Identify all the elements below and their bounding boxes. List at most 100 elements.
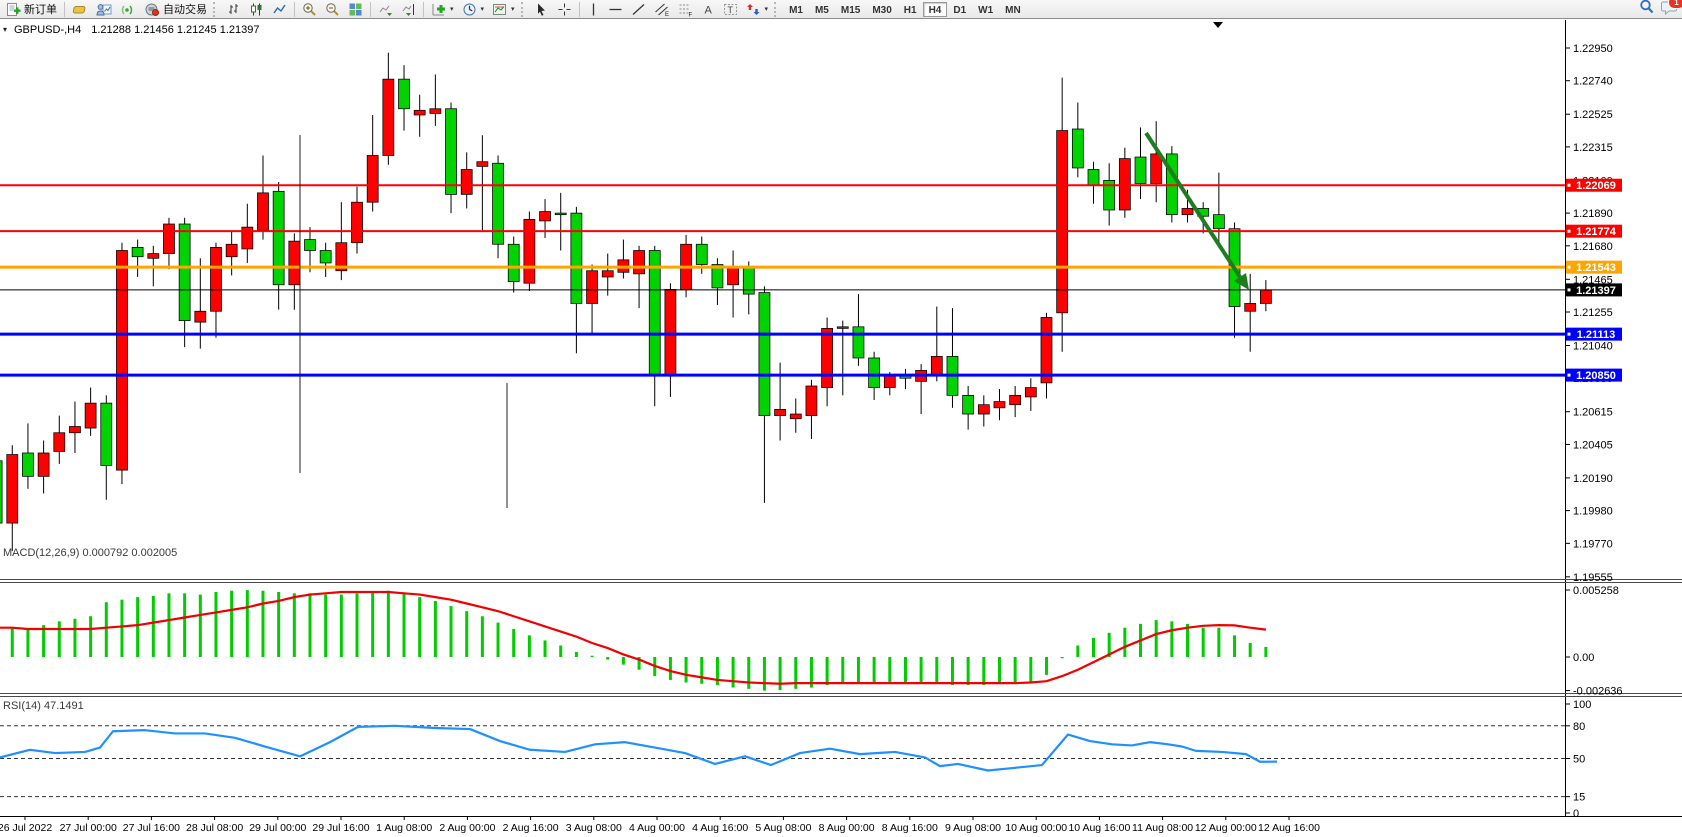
tf-button-m30[interactable]: M30 xyxy=(866,2,897,17)
gold-icon xyxy=(72,2,88,17)
time-axis-label: 2 Aug 00:00 xyxy=(439,822,495,834)
profile-button[interactable] xyxy=(92,1,116,18)
text-label-button[interactable]: T xyxy=(719,1,742,18)
time-axis-label: 4 Aug 16:00 xyxy=(692,822,748,834)
chart-title: GBPUSD-,H4 1.21288 1.21456 1.21245 1.2139… xyxy=(14,24,259,36)
candle-body xyxy=(1181,208,1194,216)
chart-shift-marker-icon[interactable] xyxy=(1213,22,1223,28)
price-tag-label: 1.21774 xyxy=(1576,226,1617,238)
trendline-button[interactable] xyxy=(627,1,650,18)
toolbar-grip[interactable] xyxy=(520,1,528,17)
price-tag-label: 1.21113 xyxy=(1577,329,1616,341)
arrows-button[interactable]: ▾ xyxy=(742,1,773,18)
macd-indicator-label: MACD(12,26,9) 0.000792 0.002005 xyxy=(3,547,178,559)
chat-button[interactable]: 1 xyxy=(1661,0,1682,20)
price-tag[interactable] xyxy=(1566,178,1622,192)
candle-body xyxy=(1150,153,1163,184)
zoom-in-button[interactable] xyxy=(298,1,321,18)
horizontal-line-button[interactable] xyxy=(604,1,627,18)
periods-button[interactable]: ▾ xyxy=(458,1,489,18)
zoom-out-button[interactable] xyxy=(321,1,344,18)
tf-button-m15[interactable]: M15 xyxy=(835,2,866,17)
gold-button[interactable] xyxy=(68,1,92,18)
price-axis-label: 1.22525 xyxy=(1573,109,1613,121)
candlestick-chart-icon xyxy=(249,2,264,17)
svg-text:A: A xyxy=(704,4,712,16)
tile-windows-button[interactable] xyxy=(344,1,367,18)
candle-body xyxy=(335,242,348,272)
crosshair-button[interactable] xyxy=(553,1,576,18)
line-chart-icon xyxy=(272,2,287,17)
signals-button[interactable] xyxy=(116,1,140,18)
symbol-period-label: GBPUSD-,H4 xyxy=(14,24,82,36)
candle-body xyxy=(1259,289,1272,304)
price-tag-marker xyxy=(1567,288,1571,292)
tf-button-w1[interactable]: W1 xyxy=(972,2,999,17)
vertical-line-icon xyxy=(587,2,600,17)
time-axis-label: 11 Aug 08:00 xyxy=(1132,822,1193,834)
time-axis-label: 8 Aug 16:00 xyxy=(882,822,938,834)
channel-button[interactable]: E xyxy=(650,1,674,18)
tf-button-m5[interactable]: M5 xyxy=(809,2,835,17)
separator xyxy=(578,1,580,17)
line-chart-button[interactable] xyxy=(268,1,291,18)
candle-body xyxy=(413,109,426,116)
candle-body xyxy=(0,460,3,524)
candle-body xyxy=(805,385,818,416)
arrows-icon xyxy=(746,2,761,17)
candle-body xyxy=(1134,156,1147,184)
price-tag[interactable] xyxy=(1566,283,1622,297)
fibonacci-button[interactable]: F xyxy=(674,1,698,18)
candle-body xyxy=(1087,169,1100,186)
tf-button-h1[interactable]: H1 xyxy=(898,2,923,17)
tf-button-mn[interactable]: MN xyxy=(999,2,1027,17)
toolbar-grip[interactable] xyxy=(774,1,781,17)
dropdown-caret-icon: ▾ xyxy=(480,6,485,13)
candle-body xyxy=(554,212,567,216)
time-axis-label: 9 Aug 08:00 xyxy=(945,822,1001,834)
trend-arrow-head[interactable] xyxy=(1234,273,1249,290)
toolbar-grip[interactable] xyxy=(213,1,220,17)
templates-button[interactable]: ▾ xyxy=(488,1,519,18)
chat-unread-badge: 1 xyxy=(1668,0,1682,9)
bar-chart-button[interactable] xyxy=(222,1,245,18)
chart-menu-arrow-icon[interactable]: ▾ xyxy=(3,25,8,34)
candlestick-chart-button[interactable] xyxy=(245,1,268,18)
vertical-line-button[interactable] xyxy=(583,1,604,18)
tf-button-h4[interactable]: H4 xyxy=(922,1,948,17)
chart-shift-button[interactable] xyxy=(397,1,420,18)
auto-scroll-button[interactable] xyxy=(374,1,397,18)
time-axis-label: 29 Jul 00:00 xyxy=(249,822,306,834)
new-order-button[interactable]: 新订单 xyxy=(2,1,61,18)
price-axis-label: 1.22950 xyxy=(1573,43,1613,55)
price-axis-label: 1.22315 xyxy=(1573,142,1613,154)
separator xyxy=(423,1,424,17)
indicators-button[interactable]: ▾ xyxy=(427,1,458,18)
price-tag[interactable] xyxy=(1566,224,1622,238)
candle-body xyxy=(977,404,990,415)
candle-body xyxy=(131,247,144,258)
price-tag[interactable] xyxy=(1566,260,1622,274)
text-button[interactable]: A xyxy=(698,1,719,18)
svg-text:E: E xyxy=(665,12,669,17)
ohlc-quote-label: 1.21288 1.21456 1.21245 1.21397 xyxy=(91,24,260,36)
tf-button-d1[interactable]: D1 xyxy=(947,2,972,17)
tf-button-m1[interactable]: M1 xyxy=(783,2,809,17)
price-tag[interactable] xyxy=(1566,368,1622,382)
time-axis-label: 28 Jul 08:00 xyxy=(186,822,243,834)
candle-body xyxy=(319,250,332,264)
trendline-icon xyxy=(631,2,646,17)
search-icon[interactable] xyxy=(1639,0,1655,20)
price-axis-label: 1.21040 xyxy=(1573,341,1613,353)
trend-arrow[interactable] xyxy=(1144,131,1242,279)
price-tag[interactable] xyxy=(1566,327,1622,341)
candle-body xyxy=(507,243,520,283)
auto-trading-button[interactable]: 自动交易 xyxy=(140,1,211,18)
cursor-button[interactable] xyxy=(530,1,553,18)
candle-body xyxy=(116,250,128,471)
candle-body xyxy=(758,292,771,416)
candle-body xyxy=(789,413,802,420)
candle-body xyxy=(194,310,207,323)
time-axis-label: 29 Jul 16:00 xyxy=(312,822,369,834)
price-axis-label: 1.19980 xyxy=(1573,506,1613,518)
